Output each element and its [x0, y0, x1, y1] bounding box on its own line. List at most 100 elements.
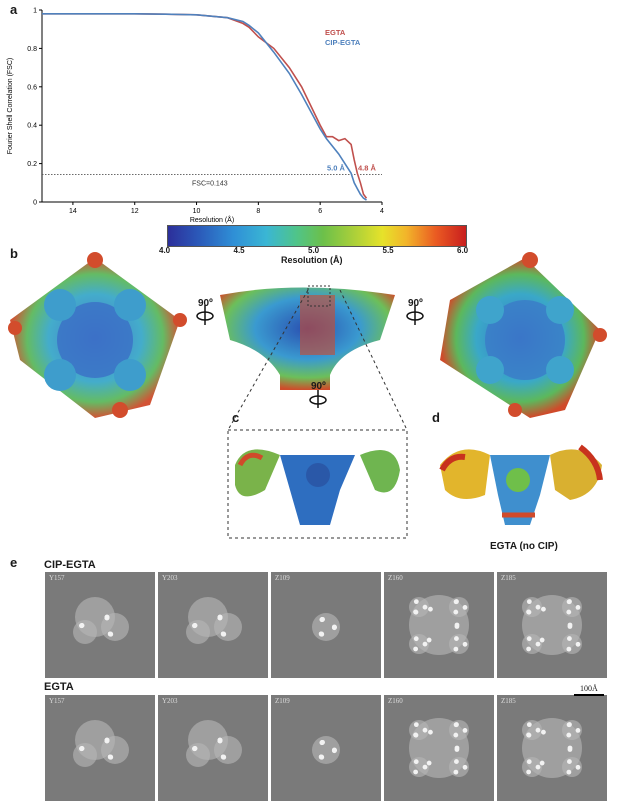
helix-dot — [526, 636, 532, 642]
slice-label: Z185 — [501, 574, 516, 582]
slice-image: Y203 — [158, 695, 268, 801]
bottom-view-map — [440, 252, 607, 418]
helix-dot — [331, 625, 337, 631]
resolution-label-cip-egta: 5.0 Å — [327, 164, 346, 173]
fsc-chart: 14 12 10 8 6 4 0 0.2 0.4 0.6 0.8 1 Resolution (Å) Fou… — [7, 8, 384, 225]
helix-dot — [567, 759, 572, 764]
colorbar-tick-label: 4.5 — [233, 246, 245, 255]
density-blob — [73, 620, 97, 644]
slice-image: Z160 — [384, 695, 494, 801]
panel-label-a: a — [10, 2, 18, 17]
helix-dot — [220, 631, 226, 637]
x-axis-label: Resolution (Å) — [190, 215, 234, 224]
helix-dot — [107, 631, 113, 637]
helix-dot — [192, 623, 198, 628]
helix-dot — [454, 636, 459, 641]
row-title-egta: EGTA — [44, 681, 74, 693]
helix-dot — [566, 609, 572, 615]
resolution-colorbar — [167, 225, 467, 247]
helix-dot — [104, 738, 110, 744]
density-maps — [8, 252, 607, 418]
slice-image: Y157 — [45, 695, 155, 801]
slice-image: Z109 — [271, 695, 381, 801]
helix-dot — [454, 624, 460, 629]
helix-dot — [566, 769, 572, 775]
top-view-map — [8, 252, 187, 418]
helix-dot — [413, 646, 419, 652]
helix-dot — [422, 764, 428, 770]
helix-dot — [535, 604, 541, 610]
y-tick-label: 0 — [33, 200, 37, 207]
helix-dot — [535, 641, 541, 647]
helix-dot — [422, 727, 428, 733]
helix-dot — [454, 759, 459, 764]
helix-dot — [217, 615, 223, 621]
helix-dot — [526, 722, 532, 728]
helix-dot — [539, 760, 545, 766]
helix-dot — [318, 754, 324, 760]
slice-density — [522, 595, 582, 655]
helix-dot — [526, 732, 531, 738]
helix-dot — [526, 769, 532, 775]
helix-dot — [413, 636, 419, 642]
helix-dot — [567, 624, 573, 629]
slice-label: Y203 — [162, 697, 178, 705]
series-line-egta — [42, 13, 368, 199]
slice-image: Z185 — [497, 572, 607, 678]
scale-bar-label: 100Å — [580, 684, 598, 693]
slice-density — [522, 718, 582, 778]
helix-dot — [567, 722, 572, 727]
helix-dot — [462, 605, 468, 610]
x-tick-label: 6 — [318, 208, 322, 215]
helix-dot — [79, 746, 85, 751]
helix-dot — [426, 637, 432, 643]
slice-label: Z185 — [501, 697, 516, 705]
panel-d-map — [439, 444, 603, 525]
panel-d-caption: EGTA (no CIP) — [490, 541, 558, 552]
helix-dot — [526, 646, 532, 652]
y-tick-label: 0.8 — [27, 46, 37, 53]
colorbar-label: Resolution (Å) — [281, 255, 343, 265]
helix-dot — [575, 641, 581, 647]
helix-dot — [462, 764, 468, 770]
helix-dot — [462, 641, 468, 647]
helix-dot — [320, 739, 325, 745]
helix-dot — [220, 754, 226, 760]
density-blob — [186, 620, 210, 644]
helix-dot — [453, 646, 459, 652]
slice-label: Y203 — [162, 574, 178, 582]
panel-label-b: b — [10, 246, 18, 261]
helix-dot — [320, 616, 325, 622]
helix-dot — [104, 615, 110, 621]
slice-density — [73, 720, 129, 767]
helix-dot — [567, 599, 572, 604]
series-line-cip-egta — [42, 13, 367, 201]
slice-image: Y203 — [158, 572, 268, 678]
slice-label: Z109 — [275, 697, 290, 705]
helix-dot — [217, 738, 223, 744]
helix-dot — [79, 623, 85, 628]
slice-label: Z160 — [388, 697, 403, 705]
slice-density — [186, 597, 242, 644]
scale-bar — [574, 694, 604, 696]
colorbar-tick-label: 5.5 — [382, 246, 394, 255]
helix-dot — [413, 722, 419, 728]
helix-dot — [413, 732, 418, 738]
y-axis-label: Fourier Shell Correlation (FSC) — [7, 58, 14, 154]
helix-dot — [318, 631, 324, 637]
y-tick-label: 1 — [33, 8, 37, 15]
y-tick-label: 0.6 — [27, 84, 37, 91]
helix-dot — [428, 729, 433, 735]
helix-dot — [567, 747, 573, 752]
panel-label-d: d — [432, 410, 440, 425]
helix-dot — [453, 769, 459, 775]
rotation-label-bottom: 90º — [311, 381, 326, 392]
legend-entry-egta: EGTA — [325, 28, 346, 37]
density-blob — [73, 743, 97, 767]
helix-dot — [535, 727, 541, 733]
slice-density — [409, 718, 469, 778]
helix-dot — [462, 728, 468, 733]
slice-label: Z160 — [388, 574, 403, 582]
helix-dot — [566, 646, 572, 652]
helix-dot — [107, 754, 113, 760]
